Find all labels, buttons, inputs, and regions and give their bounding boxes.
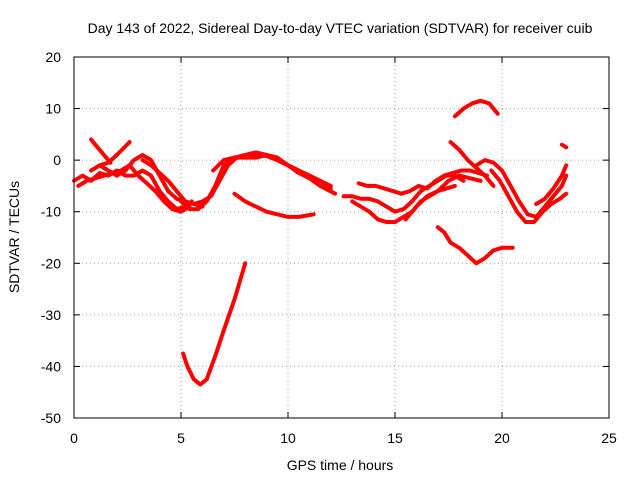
series-arc-9 — [232, 191, 316, 219]
chart-title: Day 143 of 2022, Sidereal Day-to-day VTE… — [88, 20, 593, 36]
y-tick-label: -40 — [41, 358, 61, 374]
axis-ticks: 0 5 10 15 20 25 -50 -40 -30 -20 -10 0 10 20 — [41, 49, 617, 446]
x-tick-label: 25 — [601, 430, 617, 446]
y-axis-label: SDTVAR / TECUs — [6, 181, 22, 293]
y-tick-label: -20 — [41, 255, 61, 271]
series-arc-16 — [452, 98, 500, 119]
series-arc-15 — [435, 225, 515, 266]
x-axis-label: GPS time / hours — [287, 457, 394, 473]
series-arc-14 — [403, 173, 483, 222]
series-arc-4 — [89, 140, 132, 173]
data-series — [72, 98, 569, 387]
series-arc-2 — [76, 163, 192, 214]
y-tick-label: 0 — [53, 152, 61, 168]
x-tick-label: 15 — [387, 430, 403, 446]
gridlines — [74, 57, 609, 418]
series-arc-13 — [356, 168, 489, 196]
x-tick-label: 10 — [280, 430, 296, 446]
series-arc-20 — [534, 163, 569, 206]
series-arc-17 — [448, 140, 496, 188]
series-arc-8 — [211, 153, 338, 196]
y-tick-label: -10 — [41, 204, 61, 220]
y-tick-label: -30 — [41, 307, 61, 323]
series-arc-5 — [97, 153, 205, 209]
series-arc-21 — [559, 142, 569, 150]
x-tick-label: 5 — [177, 430, 185, 446]
series-arc-19 — [489, 168, 569, 224]
series-arc-3 — [89, 137, 113, 165]
x-tick-label: 20 — [494, 430, 510, 446]
y-tick-label: 10 — [45, 101, 61, 117]
series-arc-18 — [474, 158, 569, 219]
plot-frame — [73, 56, 610, 419]
x-tick-label: 0 — [70, 430, 78, 446]
series-arc-10 — [181, 261, 248, 387]
y-tick-label: 20 — [45, 49, 61, 65]
y-tick-label: -50 — [41, 410, 61, 426]
series-arc-7 — [179, 150, 333, 212]
